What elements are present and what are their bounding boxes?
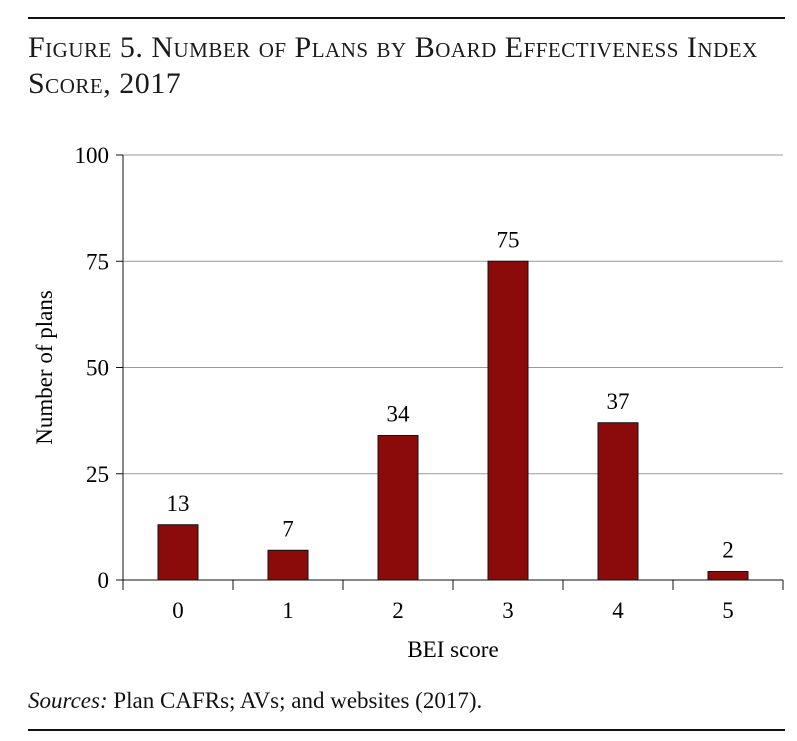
bar bbox=[267, 549, 309, 581]
data-labels: 13 7 34 75 37 2 bbox=[167, 227, 734, 562]
source-note: Sources: Plan CAFRs; AVs; and websites (… bbox=[28, 688, 482, 714]
source-text: Plan CAFRs; AVs; and websites (2017). bbox=[113, 688, 483, 713]
axes bbox=[116, 154, 784, 590]
data-label: 34 bbox=[387, 402, 411, 427]
bar bbox=[377, 435, 419, 581]
y-tick-label: 25 bbox=[86, 462, 109, 487]
data-label: 37 bbox=[607, 389, 630, 414]
x-tick-label: 4 bbox=[612, 598, 624, 623]
x-tick-label: 5 bbox=[722, 598, 734, 623]
gridlines bbox=[123, 154, 783, 475]
x-axis-label: BEI score bbox=[407, 637, 498, 662]
x-tick-label: 0 bbox=[172, 598, 184, 623]
bar bbox=[487, 260, 529, 581]
bar bbox=[157, 524, 199, 581]
data-label: 2 bbox=[722, 538, 734, 563]
data-label: 75 bbox=[497, 227, 520, 252]
bars bbox=[157, 260, 749, 581]
y-tick-label: 100 bbox=[75, 143, 110, 168]
x-tick-label: 1 bbox=[282, 598, 294, 623]
y-tick-label: 50 bbox=[86, 356, 109, 381]
bar bbox=[707, 571, 749, 581]
top-rule bbox=[28, 17, 785, 19]
x-tick-label: 3 bbox=[502, 598, 514, 623]
y-axis-label: Number of plans bbox=[32, 290, 57, 445]
source-label: Sources: bbox=[28, 688, 108, 713]
bar bbox=[597, 422, 639, 581]
x-tick-label: 2 bbox=[392, 598, 404, 623]
data-label: 7 bbox=[282, 516, 294, 541]
figure-title: Figure 5. Number of Plans by Board Effec… bbox=[28, 31, 758, 100]
y-tick-label: 0 bbox=[98, 568, 110, 593]
bottom-rule bbox=[28, 729, 785, 731]
data-label: 13 bbox=[167, 491, 190, 516]
y-tick-label: 75 bbox=[86, 249, 109, 274]
